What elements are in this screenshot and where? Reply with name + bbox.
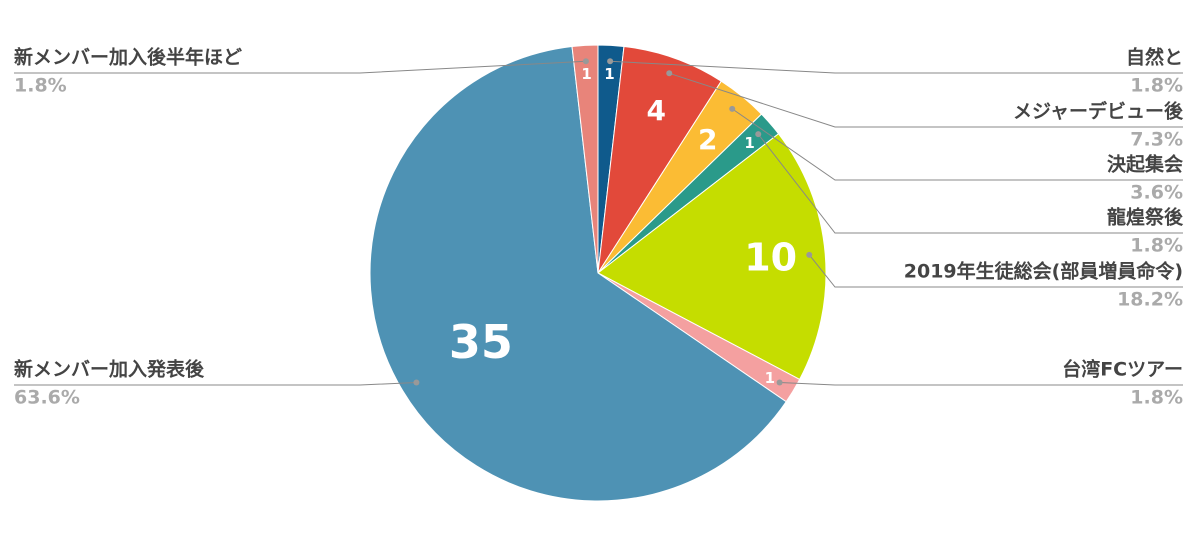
legend-label: 2019年生徒総会(部員増員命令) bbox=[904, 260, 1183, 283]
leader-dot bbox=[729, 105, 736, 112]
pie-slice bbox=[571, 44, 599, 274]
percent-label: 63.6% bbox=[14, 387, 80, 409]
leader-dot bbox=[582, 58, 589, 65]
leader-line bbox=[14, 60, 586, 74]
slice-value-label: 2 bbox=[698, 123, 717, 156]
pie-slice bbox=[597, 133, 827, 381]
legend-label: 決起集会 bbox=[1107, 153, 1183, 176]
slice-value-label: 10 bbox=[744, 236, 797, 280]
leader-line bbox=[669, 72, 1183, 128]
percent-label: 1.8% bbox=[1130, 387, 1183, 409]
pie-slice bbox=[369, 45, 787, 502]
leader-dot bbox=[666, 70, 673, 77]
leader-line bbox=[757, 133, 1183, 234]
leader-dot bbox=[413, 379, 420, 386]
leader-line bbox=[779, 381, 1183, 386]
leader-dot bbox=[806, 251, 813, 258]
slice-value-label: 1 bbox=[604, 65, 614, 83]
leader-dot bbox=[755, 131, 762, 138]
leader-dot bbox=[776, 379, 783, 386]
leader-line bbox=[731, 108, 1183, 181]
percent-label: 18.2% bbox=[1117, 289, 1183, 311]
slice-value-label: 1 bbox=[744, 134, 754, 152]
percent-label: 1.8% bbox=[14, 75, 67, 97]
leader-line bbox=[808, 254, 1183, 288]
percent-label: 3.6% bbox=[1130, 182, 1183, 204]
leader-line bbox=[14, 381, 417, 386]
legend-label: メジャーデビュー後 bbox=[1013, 100, 1184, 123]
percent-label: 7.3% bbox=[1130, 129, 1183, 151]
slice-value-label: 35 bbox=[449, 315, 513, 369]
legend-label: 龍煌祭後 bbox=[1107, 206, 1184, 229]
slice-value-label: 4 bbox=[646, 94, 665, 127]
legend-label: 自然と bbox=[1126, 46, 1183, 69]
legend-label: 新メンバー加入後半年ほど bbox=[14, 46, 242, 69]
pie-slice bbox=[597, 45, 722, 274]
slice-value-label: 1 bbox=[581, 65, 591, 83]
percent-label: 1.8% bbox=[1130, 235, 1183, 257]
legend-label: 台湾FCツアー bbox=[1062, 358, 1183, 381]
leader-line bbox=[610, 60, 1183, 74]
leader-dot bbox=[607, 58, 614, 65]
percent-label: 1.8% bbox=[1130, 75, 1183, 97]
slice-value-label: 1 bbox=[765, 369, 775, 387]
legend-label: 新メンバー加入発表後 bbox=[14, 358, 205, 381]
